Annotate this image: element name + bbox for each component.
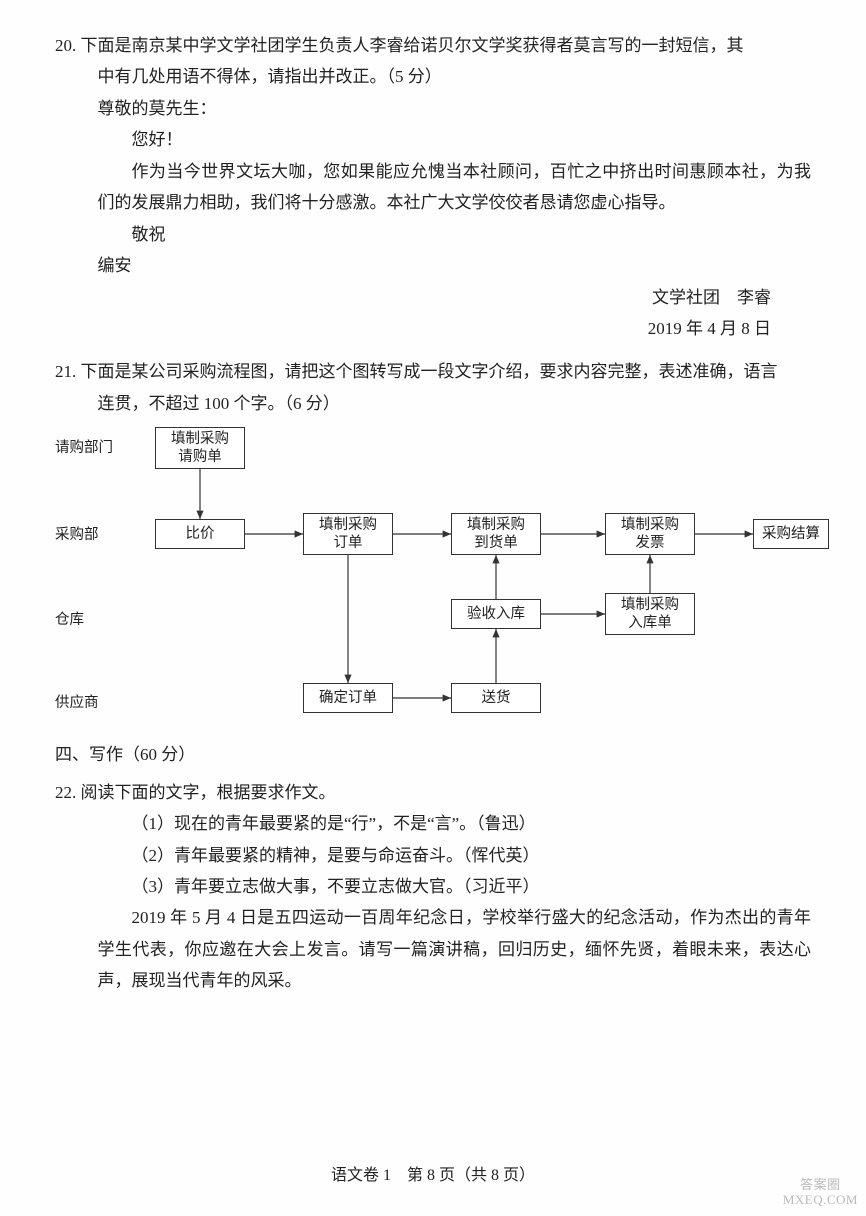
flow-row-label: 仓库 [55,607,125,634]
watermark: 答案圈 MXEQ.COM [783,1177,858,1208]
q20-body: 作为当今世界文坛大咖，您如果能应允愧当本社顾问，百忙之中挤出时间惠顾本社，为我们… [55,156,811,219]
q21-prompt-b: 连贯，不超过 100 个字。（6 分） [55,388,811,419]
q22-quote1: （1）现在的青年最要紧的是“行”，不是“言”。（鲁迅） [55,808,811,839]
q21-prompt: 21. 下面是某公司采购流程图，请把这个图转写成一段文字介绍，要求内容完整，表述… [55,356,811,387]
q20-number: 20. [55,36,76,55]
flow-row-label: 采购部 [55,522,125,549]
page-footer: 语文卷 1 第 8 页（共 8 页） [0,1161,866,1191]
q20-sig-name: 文学社团 李睿 [55,282,811,313]
flow-box-b8: 填制采购入库单 [605,593,695,635]
flow-row-label: 请购部门 [55,435,125,462]
section4-title: 四、写作（60 分） [55,739,811,770]
flowchart-arrows [55,427,811,727]
q21-number: 21. [55,362,76,381]
q22-para: 2019 年 5 月 4 日是五四运动一百周年纪念日，学校举行盛大的纪念活动，作… [55,902,811,996]
q20-closing2: 编安 [55,250,811,281]
flow-box-b10: 送货 [451,683,541,713]
flow-box-b4: 填制采购到货单 [451,513,541,555]
q20-salutation: 尊敬的莫先生： [55,93,811,124]
q22-prompt: 22. 阅读下面的文字，根据要求作文。 [55,777,811,808]
q20-greeting: 您好！ [55,124,811,155]
flow-box-b9: 确定订单 [303,683,393,713]
q22-quote3: （3）青年要立志做大事，不要立志做大官。（习近平） [55,871,811,902]
flow-box-b5: 填制采购发票 [605,513,695,555]
q22-quote2: （2）青年最要紧的精神，是要与命运奋斗。（恽代英） [55,840,811,871]
q22-number: 22. [55,783,76,802]
q20-prompt-b: 中有几处用语不得体，请指出并改正。（5 分） [55,61,811,92]
flow-box-b7: 验收入库 [451,599,541,629]
flow-box-b2: 比价 [155,519,245,549]
flow-box-b6: 采购结算 [753,519,829,549]
q20-sig-date: 2019 年 4 月 8 日 [55,313,811,344]
q20-closing1: 敬祝 [55,219,811,250]
flow-box-b1: 填制采购请购单 [155,427,245,469]
flow-row-label: 供应商 [55,690,125,717]
q20-prompt: 20. 下面是南京某中学文学社团学生负责人李睿给诺贝尔文学奖获得者莫言写的一封短… [55,30,811,61]
flowchart: 请购部门采购部仓库供应商 填制采购请购单比价 填制采购订单 填制采购到货单 填制采购发票… [55,427,811,727]
flow-box-b3: 填制采购订单 [303,513,393,555]
